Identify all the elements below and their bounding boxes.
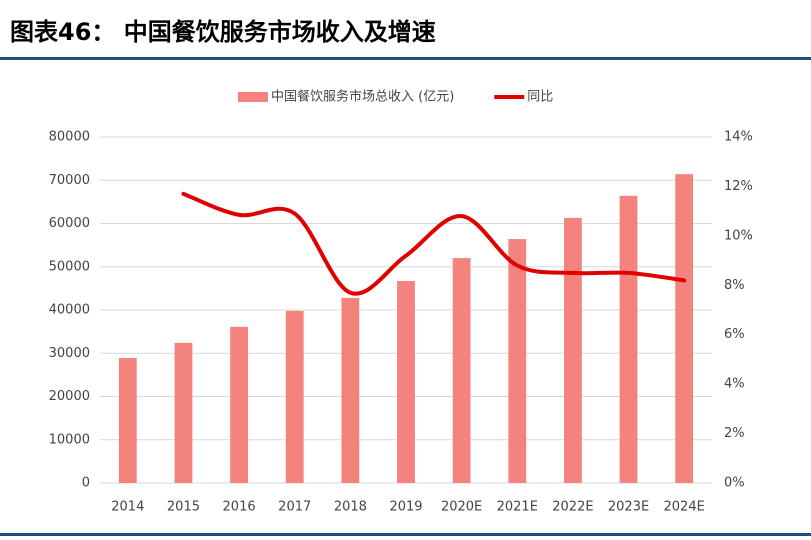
bar bbox=[452, 258, 471, 483]
line bbox=[181, 191, 687, 296]
y-tick-label: 0 bbox=[82, 476, 90, 491]
bar bbox=[675, 174, 694, 483]
x-tick-label: 2024E bbox=[664, 500, 705, 515]
x-tick-label: 2017 bbox=[278, 500, 311, 515]
legend-label: 中国餐饮服务市场总收入 (亿元) bbox=[271, 89, 454, 105]
x-tick-label: 2020E bbox=[441, 500, 482, 515]
y2-tick-label: 8% bbox=[724, 278, 745, 293]
y2-tick-label: 12% bbox=[724, 179, 753, 194]
y-tick-label: 10000 bbox=[49, 432, 90, 447]
bar bbox=[564, 217, 582, 483]
bar bbox=[508, 239, 527, 483]
y-tick-label: 70000 bbox=[49, 173, 90, 188]
bar bbox=[285, 310, 304, 483]
x-tick-label: 2018 bbox=[334, 500, 367, 515]
bar bbox=[397, 281, 415, 483]
bar bbox=[619, 195, 638, 483]
y2-tick-label: 10% bbox=[724, 228, 753, 243]
x-tick-label: 2021E bbox=[497, 500, 538, 515]
y-tick-label: 40000 bbox=[49, 303, 90, 318]
x-tick-label: 2019 bbox=[389, 500, 422, 515]
bar bbox=[118, 358, 137, 483]
y2-tick-label: 2% bbox=[724, 426, 745, 441]
legend-label: 同比 bbox=[527, 90, 553, 105]
y2-tick-label: 0% bbox=[724, 476, 745, 491]
y-tick-label: 30000 bbox=[49, 346, 90, 361]
y-tick-label: 80000 bbox=[49, 130, 90, 145]
x-tick-label: 2015 bbox=[167, 500, 200, 515]
x-tick-label: 2022E bbox=[552, 500, 593, 515]
bar bbox=[341, 297, 360, 483]
bar bbox=[230, 326, 248, 483]
y-tick-label: 50000 bbox=[49, 259, 90, 274]
y2-tick-label: 4% bbox=[724, 377, 745, 392]
y-tick-label: 20000 bbox=[49, 389, 90, 404]
x-tick-label: 2023E bbox=[608, 500, 649, 515]
footer-rule bbox=[0, 533, 811, 536]
bar bbox=[174, 342, 193, 483]
header-rule bbox=[0, 57, 811, 60]
y2-tick-label: 6% bbox=[724, 327, 745, 342]
x-tick-label: 2014 bbox=[111, 500, 144, 515]
y2-tick-label: 14% bbox=[724, 130, 753, 145]
chart-title: 图表46： 中国餐饮服务市场收入及增速 bbox=[10, 18, 436, 46]
x-tick-label: 2016 bbox=[223, 500, 256, 515]
legend-swatch bbox=[238, 92, 268, 102]
y-tick-label: 60000 bbox=[49, 216, 90, 231]
